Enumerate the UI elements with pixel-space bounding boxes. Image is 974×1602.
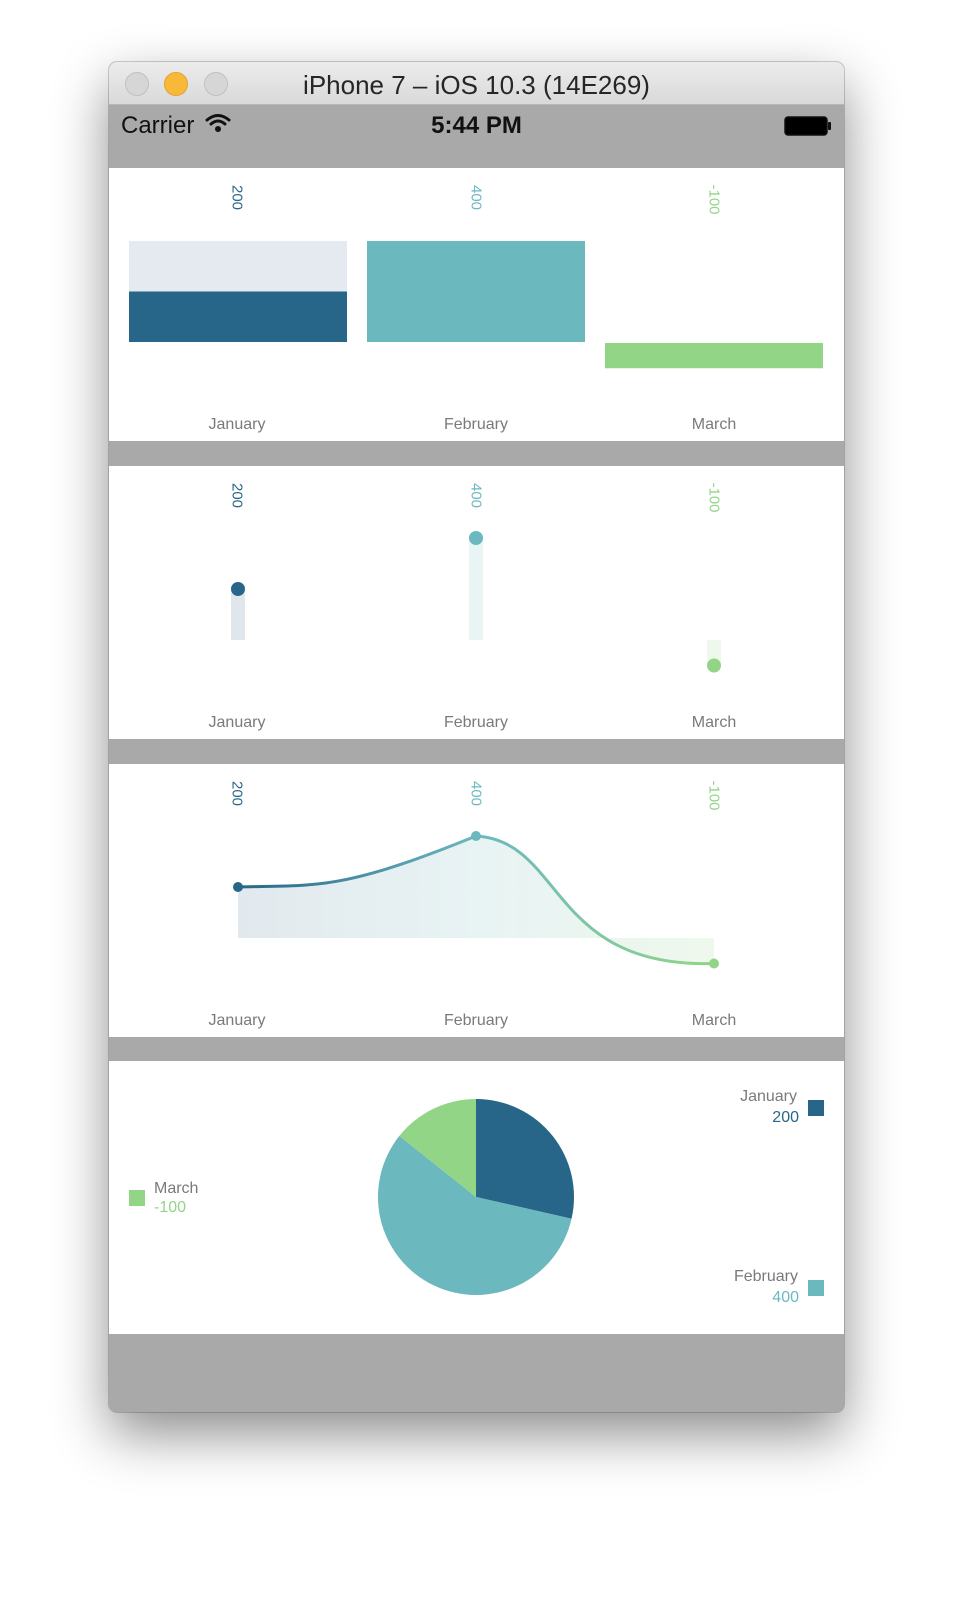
slice-march[interactable] bbox=[399, 1099, 476, 1197]
bar-january[interactable] bbox=[129, 291, 347, 343]
window-titlebar: iPhone 7 – iOS 10.3 (14E269) bbox=[109, 62, 844, 105]
point-january[interactable] bbox=[231, 582, 245, 596]
x-tick-label-january: January bbox=[208, 416, 266, 433]
x-tick-label-february: February bbox=[443, 714, 509, 731]
battery-icon bbox=[784, 116, 831, 136]
simulator-window: iPhone 7 – iOS 10.3 (14E269) Carrier 5:4… bbox=[109, 62, 844, 1412]
data-label-march: -100 bbox=[705, 184, 723, 215]
stem-march bbox=[707, 640, 721, 666]
carrier-label: Carrier bbox=[121, 112, 195, 139]
zoom-window-button[interactable] bbox=[204, 72, 228, 96]
data-label-february: 400 bbox=[467, 184, 485, 211]
bar-chart bbox=[129, 241, 823, 369]
x-tick-label-january: January bbox=[208, 714, 266, 731]
bar-chart-panel: 200 400 -100 January February March bbox=[109, 168, 844, 441]
x-tick-label-february: February bbox=[443, 1012, 509, 1029]
point-march[interactable] bbox=[709, 958, 719, 969]
legend-label-january: January bbox=[740, 1088, 797, 1105]
legend-value-february: 400 bbox=[772, 1289, 799, 1306]
x-tick-label-march: March bbox=[691, 714, 737, 731]
area-chart bbox=[233, 831, 719, 969]
slice-january[interactable] bbox=[476, 1099, 574, 1219]
point-march[interactable] bbox=[707, 658, 721, 673]
data-label-february: 400 bbox=[467, 780, 485, 807]
legend-swatch-january bbox=[808, 1100, 824, 1116]
data-label-march: -100 bbox=[705, 482, 723, 513]
point-january[interactable] bbox=[233, 882, 243, 892]
close-window-button[interactable] bbox=[125, 72, 149, 96]
stem-february bbox=[469, 538, 483, 640]
area-chart-panel: 200 400 -100 January February March bbox=[109, 764, 844, 1037]
lollipop-chart-panel: 200 400 -100 January February March bbox=[109, 466, 844, 739]
legend-label-march: March bbox=[154, 1180, 199, 1197]
window-title: iPhone 7 – iOS 10.3 (14E269) bbox=[303, 70, 650, 100]
data-label-march: -100 bbox=[705, 780, 723, 811]
bar-february[interactable] bbox=[367, 241, 585, 342]
data-label-february: 400 bbox=[467, 482, 485, 509]
x-tick-label-march: March bbox=[691, 1012, 737, 1029]
ios-status-bar: Carrier 5:44 PM bbox=[109, 105, 844, 145]
stem-january bbox=[231, 589, 245, 640]
data-label-january: 200 bbox=[228, 184, 246, 211]
minimize-window-button[interactable] bbox=[164, 72, 188, 96]
wifi-icon bbox=[205, 114, 231, 132]
legend-value-january: 200 bbox=[772, 1109, 799, 1126]
pie-chart bbox=[377, 1099, 574, 1295]
pie-chart-panel: January 200 February 400 March -100 bbox=[109, 1061, 844, 1334]
point-february[interactable] bbox=[469, 531, 483, 545]
slice-february[interactable] bbox=[377, 1135, 572, 1295]
x-tick-label-february: February bbox=[443, 416, 509, 433]
data-label-january: 200 bbox=[228, 482, 246, 509]
point-february[interactable] bbox=[471, 831, 481, 841]
lollipop-chart bbox=[231, 531, 721, 673]
area-fill bbox=[238, 836, 714, 964]
x-tick-label-january: January bbox=[208, 1012, 266, 1029]
data-label-january: 200 bbox=[228, 780, 246, 807]
status-time: 5:44 PM bbox=[431, 112, 522, 139]
legend-label-february: February bbox=[733, 1268, 798, 1285]
bar-march[interactable] bbox=[605, 343, 823, 369]
series-line bbox=[237, 834, 715, 966]
legend-swatch-february bbox=[808, 1280, 824, 1296]
legend-value-march: -100 bbox=[154, 1199, 187, 1216]
x-tick-label-march: March bbox=[691, 416, 737, 433]
legend-swatch-march bbox=[129, 1190, 145, 1206]
